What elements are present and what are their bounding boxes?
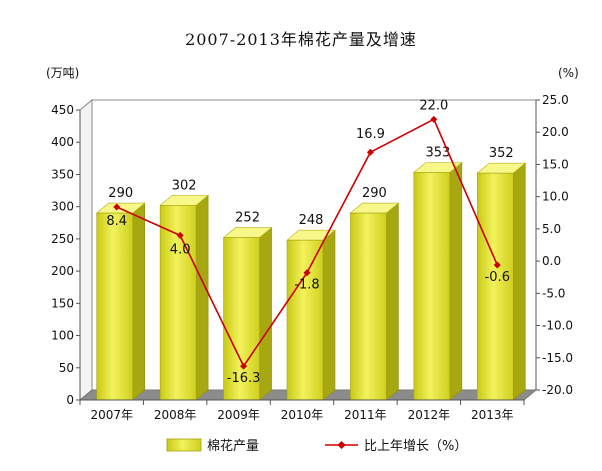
chart-title: 2007-2013年棉花产量及增速 (185, 30, 417, 49)
legend-marker-icon (337, 441, 346, 449)
bar (476, 162, 527, 401)
bar-value-label: 290 (108, 186, 133, 201)
legend: 棉花产量 比上年增长（%） (166, 438, 467, 454)
x-tick-label: 2012年 (408, 408, 451, 422)
bar-series (95, 161, 527, 401)
x-axis: 2007年 2008年 2009年 2010年 2011年 2012年 2013年 (79, 399, 525, 422)
left-tick-label: 200 (51, 264, 74, 278)
bar (413, 161, 463, 401)
bar (159, 194, 209, 401)
bar-side (322, 229, 336, 401)
growth-value-label: 4.0 (170, 242, 191, 257)
bar (286, 229, 336, 401)
line-series (113, 115, 501, 370)
growth-value-label: 16.9 (356, 127, 385, 142)
left-tick-label: 450 (51, 103, 74, 117)
right-tick-label: 20.0 (542, 125, 569, 139)
right-tick-label: 10.0 (542, 190, 569, 204)
bar-side (512, 162, 526, 401)
bar-value-label: 252 (235, 211, 260, 226)
bar-front (413, 172, 451, 401)
growth-value-label: 8.4 (106, 214, 127, 229)
bar-side (449, 161, 463, 401)
right-tick-label: -20.0 (542, 383, 573, 397)
right-tick-label: 0.0 (542, 254, 561, 268)
right-tick-label: 5.0 (542, 222, 561, 236)
left-tick-label: 150 (51, 296, 74, 310)
bar-side (132, 202, 146, 401)
legend-swatch-bars (166, 438, 202, 452)
right-axis: -20.0 -15.0 -10.0 -5.0 0.0 5.0 10.0 15.0 20.0 25.… (535, 93, 573, 397)
growth-value-label: -0.6 (485, 270, 510, 285)
legend-label-bars: 棉花产量 (207, 438, 259, 454)
bar-value-label: 290 (362, 186, 387, 201)
bar-side (195, 194, 209, 401)
legend-label-line: 比上年增长（%） (364, 439, 467, 454)
bar-front (476, 172, 514, 401)
bar-value-label: 302 (172, 178, 197, 193)
bar-front (96, 212, 134, 401)
bar-front (159, 205, 197, 401)
bar-value-label: 352 (489, 146, 514, 161)
x-tick-label: 2013年 (471, 408, 514, 422)
side-wall (79, 98, 93, 402)
growth-point (493, 261, 501, 269)
bar (222, 226, 273, 401)
bar-front (286, 239, 324, 401)
bar-front (350, 212, 387, 401)
right-tick-label: 15.0 (542, 157, 569, 171)
bar-side (386, 202, 399, 401)
x-tick-label: 2009年 (217, 408, 260, 422)
bar-front (223, 237, 260, 401)
right-tick-label: 25.0 (542, 93, 569, 107)
bar-side (259, 226, 272, 401)
x-tick-label: 2010年 (281, 408, 324, 422)
x-tick-label: 2011年 (344, 408, 387, 422)
left-tick-label: 100 (51, 329, 74, 343)
growth-value-label: -16.3 (227, 371, 261, 386)
left-tick-label: 0 (66, 393, 74, 407)
growth-point (176, 231, 184, 239)
growth-point (366, 148, 374, 156)
growth-value-label: 22.0 (419, 98, 448, 113)
growth-point (430, 115, 438, 123)
left-axis-unit: (万吨) (46, 66, 79, 80)
right-axis-unit: (%) (558, 66, 579, 80)
bar-value-label: 353 (425, 146, 450, 161)
growth-value-label: -1.8 (294, 278, 319, 293)
right-tick-label: -10.0 (542, 319, 573, 333)
left-tick-label: 400 (51, 135, 74, 149)
right-tick-label: -5.0 (542, 286, 565, 300)
bar (95, 202, 146, 401)
left-tick-label: 350 (51, 167, 74, 181)
legend-item-line: 比上年增长（%） (325, 439, 467, 454)
left-tick-label: 250 (51, 232, 74, 246)
growth-point (113, 203, 121, 211)
line-labels: 8.4 4.0 -16.3 -1.8 16.9 22.0 -0.6 (106, 98, 510, 386)
left-tick-label: 300 (51, 200, 74, 214)
growth-point (303, 269, 311, 277)
x-tick-label: 2008年 (154, 408, 197, 422)
left-axis: 0 50 100 150 200 250 300 350 400 450 (51, 103, 81, 407)
legend-item-bars: 棉花产量 (166, 438, 259, 454)
left-tick-label: 50 (59, 361, 74, 375)
bar-labels: 290 302 252 248 290 353 352 (108, 146, 513, 229)
right-tick-label: -15.0 (542, 351, 573, 365)
bar-value-label: 248 (299, 213, 324, 228)
growth-point (240, 362, 248, 370)
x-tick-label: 2007年 (90, 408, 133, 422)
bar (349, 202, 400, 401)
